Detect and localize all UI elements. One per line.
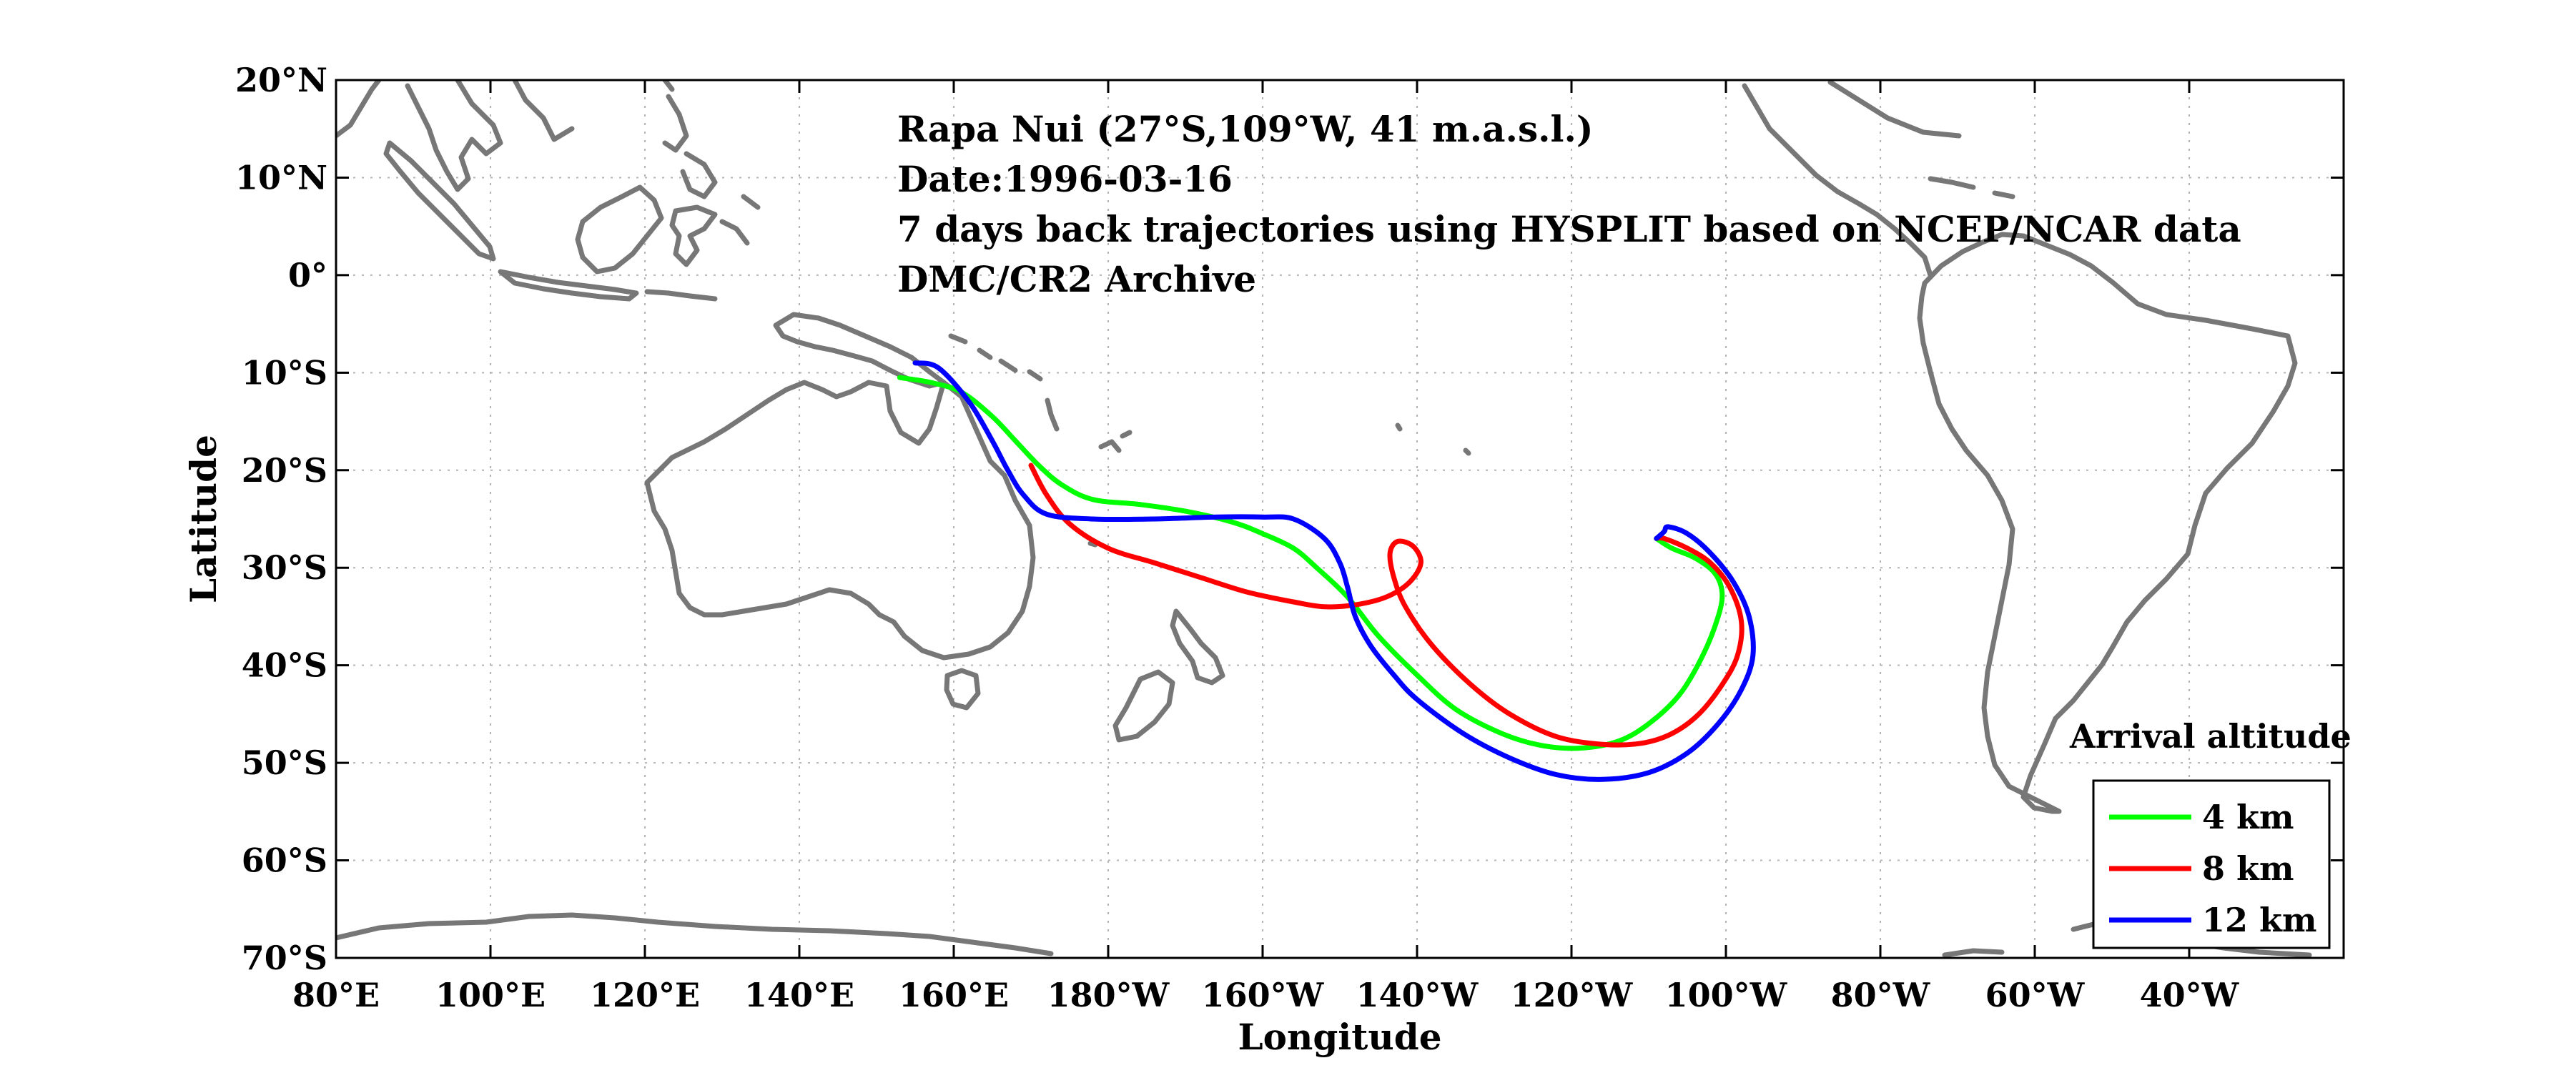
- trajectory-12-km: [912, 360, 1756, 782]
- x-tick-label: 80°E: [292, 976, 380, 1014]
- coastline-sulawesi: [669, 194, 761, 267]
- x-tick-label: 80°W: [1831, 976, 1931, 1014]
- coastline-australia: [644, 380, 1036, 661]
- y-tick-label: 20°N: [235, 61, 327, 99]
- tick-marks: [335, 79, 2344, 959]
- y-tick-label: 40°S: [242, 646, 327, 685]
- x-tick-label: 120°W: [1511, 976, 1634, 1014]
- y-tick-label: 10°S: [242, 353, 327, 392]
- map-annotation: Rapa Nui (27°S,109°W, 41 m.a.s.l.) Date:…: [897, 108, 2241, 300]
- x-tick-label: 160°E: [899, 976, 1009, 1014]
- trajectory-8-km: [1028, 463, 1745, 748]
- annotation-archive: DMC/CR2 Archive: [897, 258, 1256, 300]
- y-tick-labels: 20°N 10°N 0° 10°S 20°S 30°S 40°S 50°S 60°S 70°S: [235, 61, 327, 977]
- coastline-tasmania: [944, 668, 981, 711]
- coastline-caribbean: [1827, 80, 2015, 199]
- coastline-pacific-islets: [1087, 422, 1471, 548]
- x-tick-label: 100°E: [435, 976, 546, 1014]
- x-tick-label: 180°W: [1047, 976, 1170, 1014]
- coastline-sumatra: [383, 140, 496, 262]
- legend-title: Arrival altitude: [2069, 717, 2352, 756]
- coastline-se-asia: [336, 80, 575, 192]
- coastline-vanuatu-fiji: [1045, 397, 1132, 453]
- y-tick-label: 70°S: [242, 939, 327, 977]
- annotation-location: Rapa Nui (27°S,109°W, 41 m.a.s.l.): [897, 108, 1594, 150]
- legend-label-4-km: 4 km: [2202, 798, 2294, 836]
- annotation-method: 7 days back trajectories using HYSPLIT b…: [897, 208, 2241, 250]
- grid-lines: [336, 80, 2344, 958]
- legend-label-8-km: 8 km: [2202, 849, 2294, 888]
- x-tick-label: 140°E: [744, 976, 854, 1014]
- y-tick-label: 30°S: [242, 548, 327, 587]
- trajectory-layer: [897, 360, 1756, 782]
- coastline-borneo: [575, 184, 664, 275]
- y-tick-label: 10°N: [235, 158, 327, 197]
- coastline-south-america: [1917, 232, 2298, 814]
- legend-label-12-km: 12 km: [2202, 901, 2317, 939]
- x-tick-label: 120°E: [590, 976, 700, 1014]
- y-tick-label: 0°: [288, 256, 327, 295]
- coastline-solomon-islands: [948, 333, 1043, 382]
- trajectory-4-km: [897, 375, 1725, 751]
- x-tick-label: 160°W: [1202, 976, 1325, 1014]
- y-tick-label: 60°S: [242, 841, 327, 880]
- y-tick-label: 20°S: [242, 451, 327, 490]
- x-tick-label: 140°W: [1356, 976, 1479, 1014]
- coastline-central-america: [1742, 83, 1933, 278]
- coastline-layer: [336, 80, 2312, 958]
- x-tick-label: 100°W: [1665, 976, 1788, 1014]
- coastline-java: [498, 269, 718, 302]
- annotation-date: Date:1996-03-16: [897, 158, 1233, 200]
- x-tick-labels: 80°E 100°E 120°E 140°E 160°E 180°W 160°W 140°W 1…: [292, 976, 2240, 1014]
- coastline-taiwan: [662, 80, 675, 92]
- x-axis-label: Longitude: [1238, 1016, 1441, 1058]
- legend: Arrival altitude 4 km 8 km 12 km: [2069, 717, 2352, 949]
- plot-frame: [335, 79, 2345, 959]
- coastline-new-zealand: [1112, 608, 1225, 743]
- x-tick-label: 40°W: [2140, 976, 2240, 1014]
- y-tick-label: 50°S: [242, 743, 327, 782]
- y-axis-label: Latitude: [182, 435, 224, 603]
- coastline-philippines: [662, 94, 718, 199]
- coastline-new-guinea: [773, 312, 947, 389]
- x-tick-label: 60°W: [1985, 976, 2086, 1014]
